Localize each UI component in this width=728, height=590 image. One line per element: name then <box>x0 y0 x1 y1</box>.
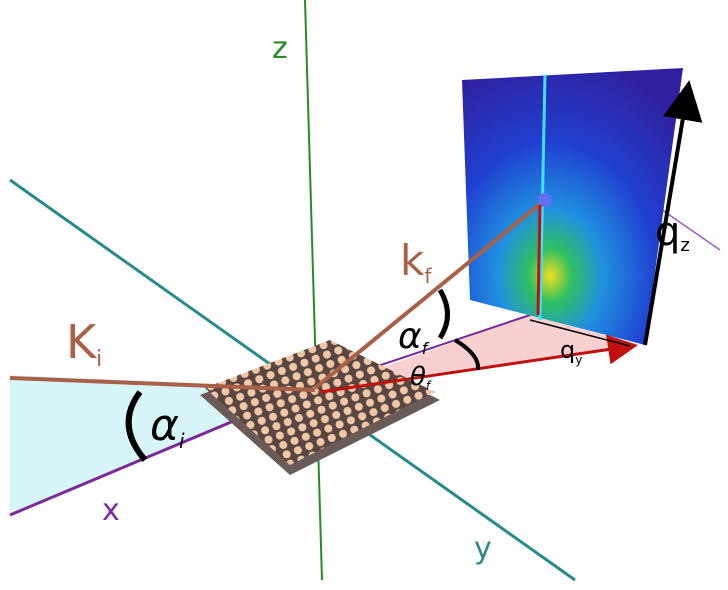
alpha-f-label: αf <box>398 316 430 358</box>
x-label: x <box>102 493 120 528</box>
alpha-f-arc <box>437 288 450 340</box>
alpha-i-symbol: α <box>150 400 179 451</box>
qy-arrow <box>319 334 638 394</box>
kf-label: kf <box>400 236 432 288</box>
sample <box>205 340 435 465</box>
ki-subscript: i <box>96 347 102 372</box>
qz-arrow <box>643 80 703 346</box>
kf-subscript: f <box>424 264 432 288</box>
alpha-i-arc <box>125 390 148 462</box>
theta-f-subscript: f <box>426 379 432 393</box>
detector <box>462 68 683 345</box>
scatter-spot <box>538 193 552 207</box>
theta-f-arc <box>453 338 481 371</box>
scattered-beam <box>313 198 547 390</box>
incident-beam <box>9 376 316 392</box>
qz-subscript: z <box>680 235 689 256</box>
alpha-i-subscript: i <box>179 429 185 453</box>
qz-label: qz <box>655 209 690 256</box>
exit-plane <box>325 315 640 388</box>
z-label: z <box>272 31 288 66</box>
ki-symbol: K <box>66 315 98 369</box>
qz-symbol: q <box>655 209 680 255</box>
qy-guide <box>529 319 631 347</box>
qy-symbol: q <box>560 336 575 364</box>
theta-f-symbol: θ <box>410 362 426 392</box>
qy-subscript: y <box>575 353 582 367</box>
ki-label: Ki <box>66 315 102 372</box>
alpha-f-symbol: α <box>398 316 422 357</box>
y-label: y <box>474 531 492 566</box>
projection-line <box>536 204 542 316</box>
kf-symbol: k <box>400 236 425 285</box>
theta-f-label: θf <box>410 362 432 393</box>
qy-label: qy <box>560 336 582 367</box>
z-axis <box>304 0 323 581</box>
alpha-i-label: αi <box>150 400 185 453</box>
alpha-f-subscript: f <box>422 339 430 358</box>
